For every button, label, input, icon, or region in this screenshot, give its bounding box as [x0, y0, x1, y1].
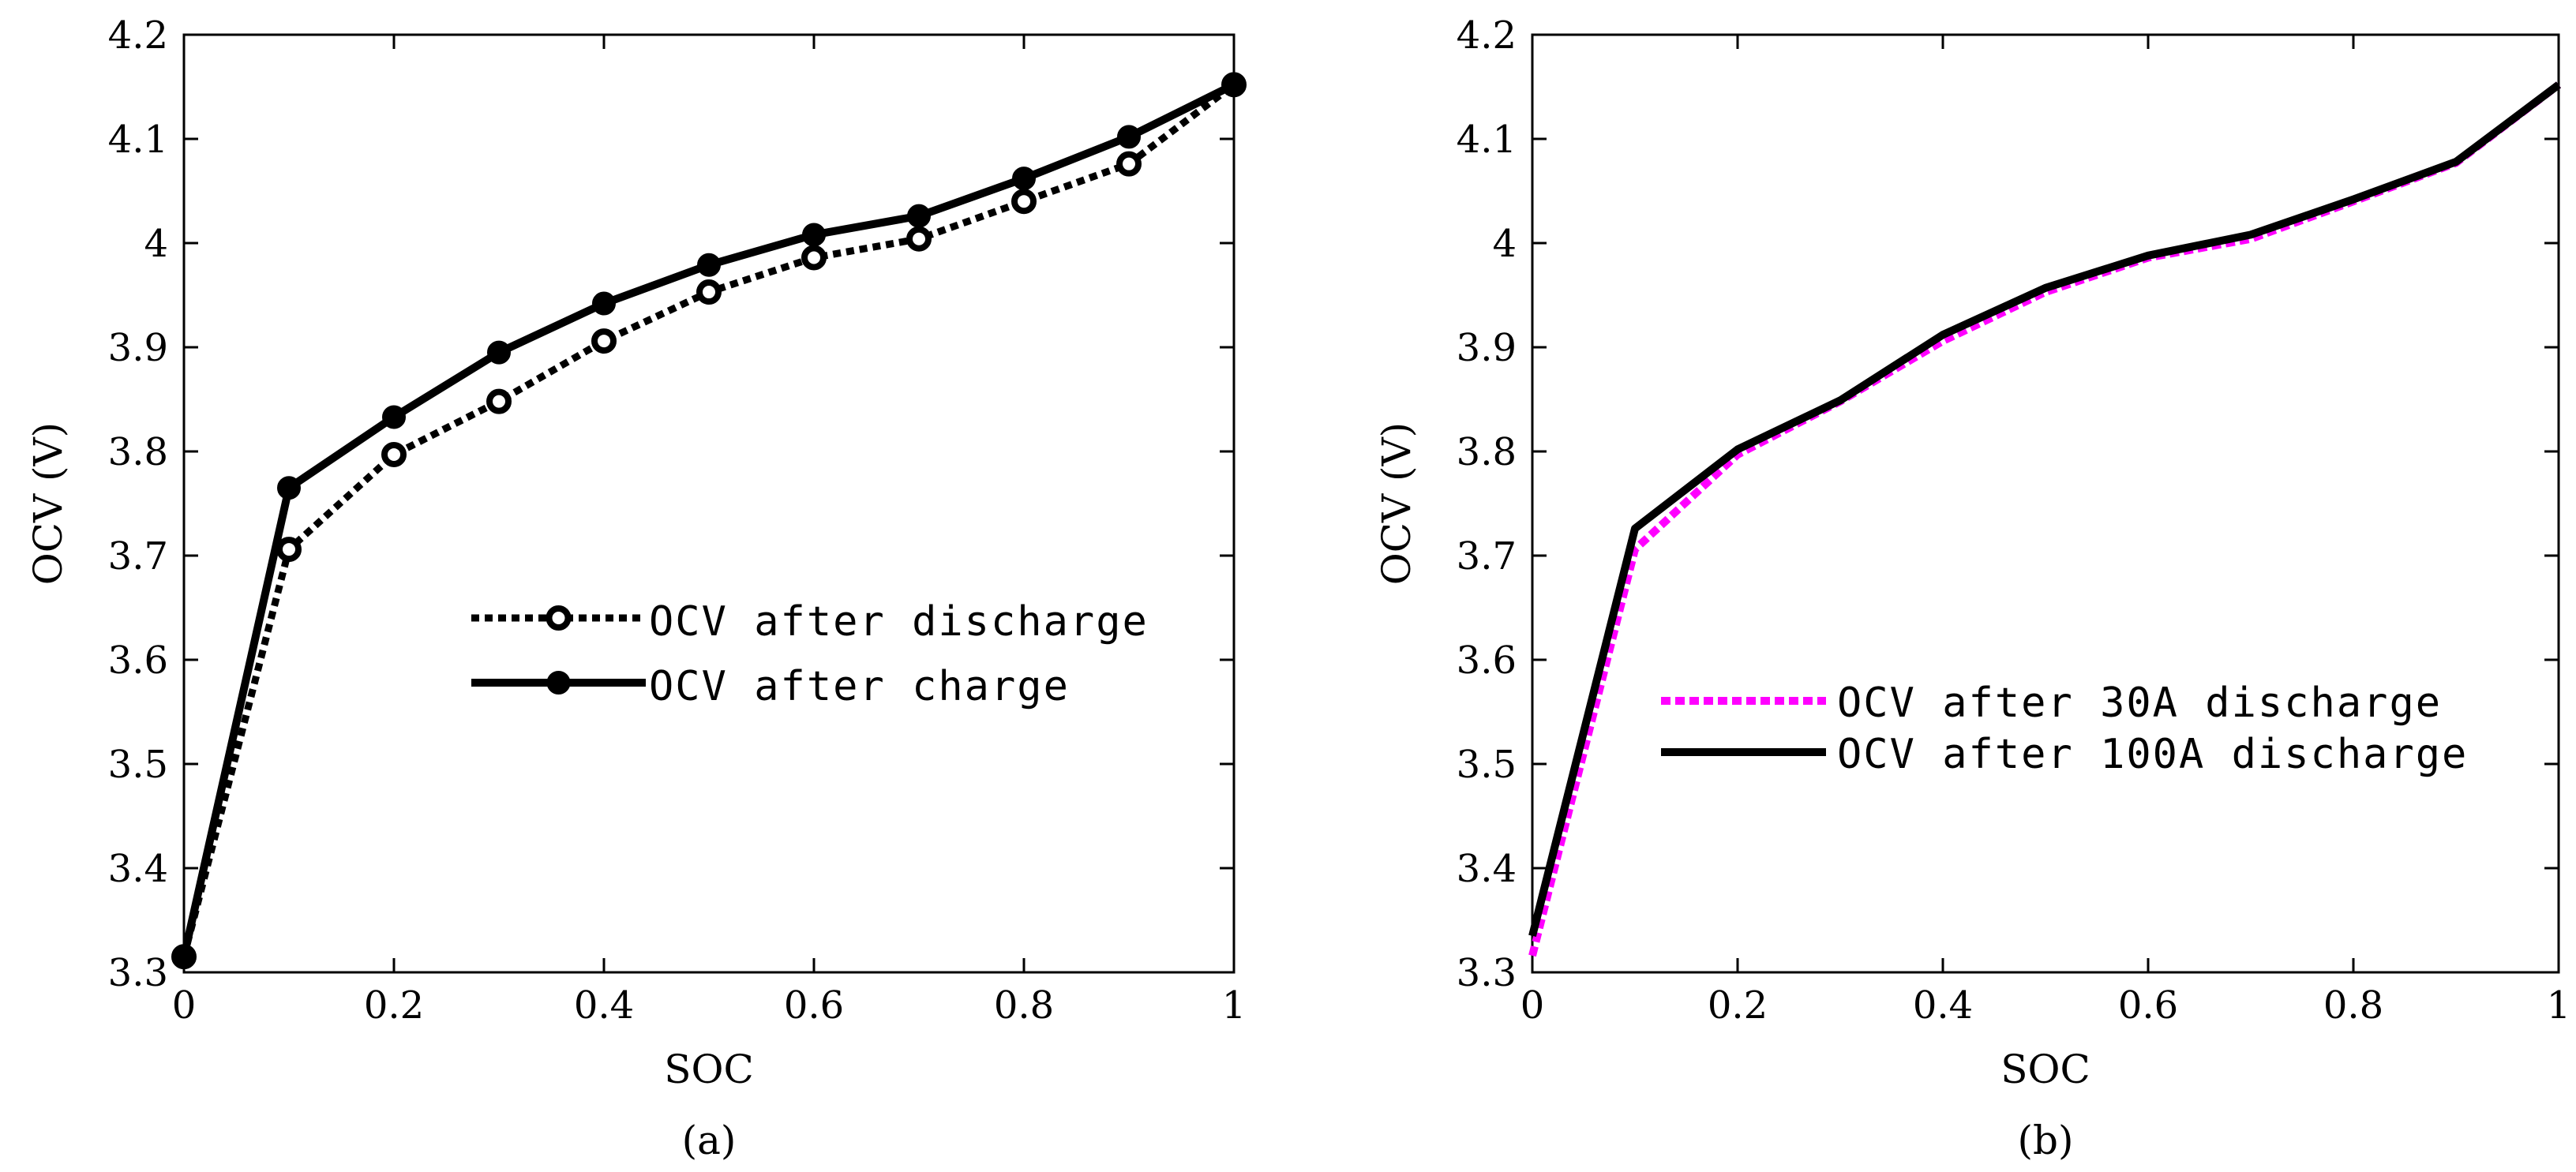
data-point-1	[1011, 189, 1037, 215]
x-axis-label: SOC	[664, 1047, 754, 1092]
data-point-1	[696, 279, 722, 305]
data-point-1	[906, 226, 932, 252]
data-point-2	[1117, 125, 1141, 149]
data-point-1	[276, 537, 302, 563]
data-point-2	[382, 405, 406, 429]
legend-label-1: OCV after discharge	[649, 598, 1149, 646]
x-tick-label: 0.4	[1913, 983, 1973, 1028]
y-tick-label: 3.8	[1457, 430, 1517, 474]
data-point-2	[172, 945, 196, 969]
y-tick-label: 3.8	[108, 430, 168, 474]
y-tick-label: 3.3	[108, 951, 168, 995]
x-tick-label: 1	[2547, 983, 2571, 1028]
data-point-2	[802, 223, 826, 247]
y-axis-label: OCV (V)	[25, 422, 71, 585]
x-axis-label: SOC	[2000, 1047, 2090, 1092]
legend-label-1: OCV after 30A discharge	[1837, 680, 2442, 727]
x-tick-label: 0.8	[2323, 983, 2383, 1028]
x-tick-label: 0.2	[364, 983, 424, 1028]
x-tick-label: 0.4	[574, 983, 634, 1028]
y-tick-label: 4.2	[1457, 13, 1517, 58]
y-tick-label: 4.2	[108, 13, 168, 58]
x-tick-label: 0.2	[1708, 983, 1768, 1028]
y-tick-label: 3.3	[1457, 951, 1517, 995]
legend-label-2: OCV after charge	[649, 663, 1070, 710]
data-point-2	[907, 204, 931, 228]
y-tick-label: 4	[144, 222, 168, 266]
y-tick-label: 4.1	[108, 118, 168, 162]
chart-panel-b: 0 0.2 0.4 0.6 0.8 1 3.3 3.4 3.5 3.6 3.7 3.8 3.9 4 4.1 4…	[1374, 13, 2570, 1163]
data-point-2	[487, 340, 511, 365]
legend-marker-2	[546, 671, 571, 695]
y-tick-label: 3.4	[1457, 847, 1517, 891]
chart-panel-a: 0 0.2 0.4 0.6 0.8 1 3.3 3.4 3.5 3.6 3.7 3.8 3.9 4 4.1 4…	[25, 13, 1247, 1163]
series-line-2	[1528, 81, 2562, 938]
y-tick-label: 3.6	[1457, 638, 1517, 683]
panel-label: (b)	[2017, 1118, 2073, 1163]
data-point-1	[1116, 151, 1142, 177]
y-tick-label: 3.9	[1457, 326, 1517, 370]
y-tick-label: 3.6	[108, 638, 168, 683]
data-point-1	[801, 245, 827, 271]
data-point-2	[697, 253, 721, 277]
data-point-2	[1012, 167, 1036, 191]
x-tick-label: 0.8	[994, 983, 1054, 1028]
x-tick-label: 1	[1222, 983, 1247, 1028]
y-tick-label: 4.1	[1457, 118, 1517, 162]
x-tick-label: 0.6	[2118, 983, 2178, 1028]
y-tick-label: 4	[1492, 222, 1517, 266]
legend-label-2: OCV after 100A discharge	[1837, 731, 2468, 778]
data-point-2	[1222, 73, 1246, 97]
x-tick-label: 0	[172, 983, 197, 1028]
data-point-1	[486, 388, 512, 414]
y-axis-label: OCV (V)	[1374, 422, 1419, 585]
legend-marker-1	[546, 605, 572, 631]
data-point-1	[381, 441, 407, 467]
legend: OCV after discharge OCV after charge	[471, 598, 1149, 710]
y-tick-label: 3.9	[108, 326, 168, 370]
data-point-2	[277, 476, 301, 500]
panel-label: (a)	[682, 1118, 737, 1163]
y-tick-label: 3.4	[108, 847, 168, 891]
y-tick-label: 3.5	[1457, 743, 1517, 787]
data-point-2	[592, 291, 616, 316]
y-tick-label: 3.5	[108, 743, 168, 787]
x-tick-label: 0	[1520, 983, 1545, 1028]
y-tick-label: 3.7	[1457, 534, 1517, 579]
y-tick-label: 3.7	[108, 534, 168, 579]
data-point-1	[591, 328, 617, 354]
x-tick-label: 0.6	[784, 983, 844, 1028]
